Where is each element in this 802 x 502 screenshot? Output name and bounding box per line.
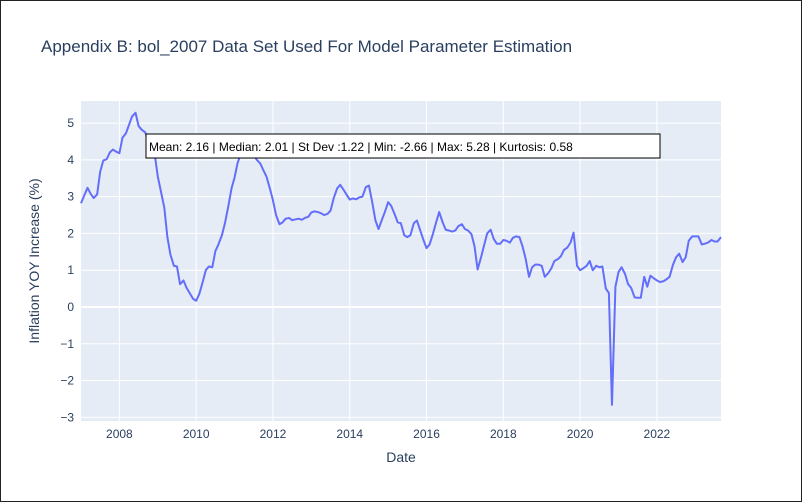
x-axis-ticks: 2008 2010 2012 2014 2016 2018 2020 2022	[106, 427, 671, 441]
annotation-text: Mean: 2.16 | Median: 2.01 | St Dev :1.22…	[149, 140, 573, 154]
y-tick-label: 2	[67, 226, 74, 240]
y-tick-label: −1	[60, 337, 74, 351]
grid-lines	[81, 101, 721, 421]
y-tick-label: 4	[67, 153, 74, 167]
y-axis-ticks: −3 −2 −1 0 1 2 3 4 5	[60, 116, 74, 424]
y-axis-title: Inflation YOY Increase (%)	[26, 178, 42, 343]
x-tick-label: 2016	[413, 427, 440, 441]
x-tick-label: 2018	[490, 427, 517, 441]
stats-annotation: Mean: 2.16 | Median: 2.01 | St Dev :1.22…	[145, 133, 661, 159]
x-tick-label: 2022	[644, 427, 671, 441]
x-tick-label: 2010	[183, 427, 210, 441]
x-tick-label: 2020	[567, 427, 594, 441]
x-tick-label: 2008	[106, 427, 133, 441]
y-tick-label: −2	[60, 374, 74, 388]
x-axis-title: Date	[386, 449, 416, 465]
y-tick-label: 3	[67, 190, 74, 204]
y-tick-label: 0	[67, 300, 74, 314]
x-tick-label: 2012	[260, 427, 287, 441]
x-tick-label: 2014	[336, 427, 363, 441]
y-tick-label: −3	[60, 410, 74, 424]
series-line	[80, 111, 722, 406]
y-tick-label: 5	[67, 116, 74, 130]
y-tick-label: 1	[67, 263, 74, 277]
chart-title: Appendix B: bol_2007 Data Set Used For M…	[41, 37, 572, 56]
annotation-box	[145, 133, 661, 159]
